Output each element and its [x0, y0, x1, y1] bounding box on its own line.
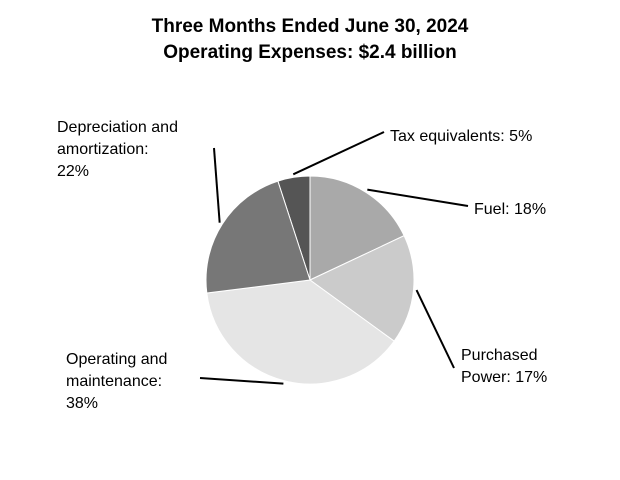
label-fuel: Fuel: 18% [474, 201, 547, 218]
leader-line-fuel [367, 188, 469, 207]
label-operating-and-maintenance: Operating and maintenance: 38% [66, 351, 168, 412]
leader-line-operating-and-maintenance [199, 377, 284, 385]
chart-title: Three Months Ended June 30, 2024 [151, 16, 469, 37]
pie-slice-purchased-power [309, 235, 415, 342]
leader-line-purchased-power [415, 289, 455, 369]
label-purchased-power: Purchased Power: 17% [461, 347, 548, 386]
pie-slice-depreciation-and-amortization [205, 180, 311, 294]
label-tax-equivalents: Tax equivalents: 5% [390, 128, 533, 145]
pie-slice-fuel [309, 175, 405, 281]
label-depreciation-and-amortization: Depreciation and amortization: 22% [57, 119, 178, 180]
leader-line-tax-equivalents [292, 131, 385, 176]
pie-slice-operating-and-maintenance [206, 279, 395, 385]
leader-line-depreciation-and-amortization [213, 147, 221, 223]
chart-subtitle: Operating Expenses: $2.4 billion [163, 42, 457, 63]
